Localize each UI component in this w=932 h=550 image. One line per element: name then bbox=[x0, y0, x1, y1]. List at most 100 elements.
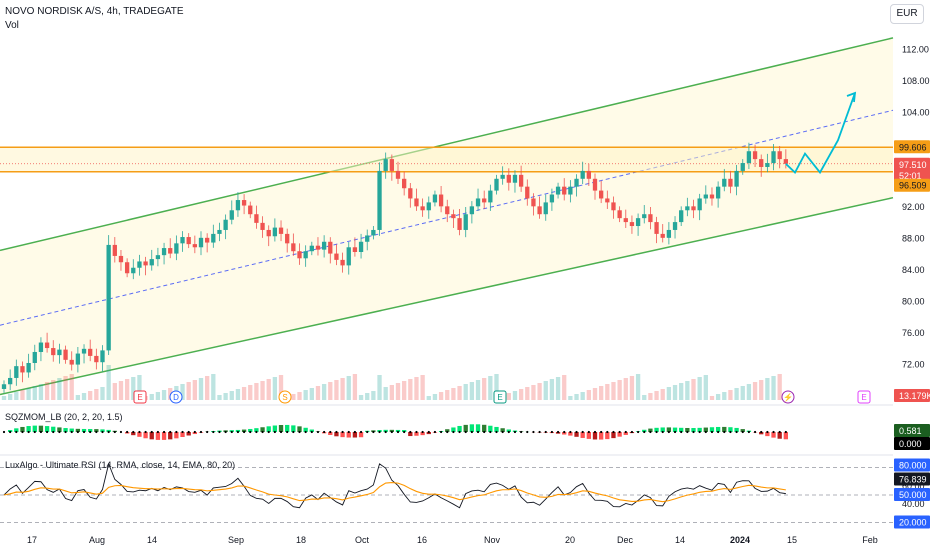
sqz-zero-dot bbox=[230, 430, 233, 434]
volume-bar bbox=[451, 388, 456, 400]
volume-bar bbox=[51, 380, 56, 400]
candle-body bbox=[309, 245, 314, 252]
candle-body bbox=[383, 159, 388, 171]
price-axis-tick: 72.00 bbox=[902, 360, 925, 370]
candle-body bbox=[469, 206, 475, 215]
sqz-value-badge: 0.581 bbox=[894, 424, 930, 437]
candle-body bbox=[605, 198, 610, 203]
sqz-zero-dot bbox=[279, 430, 283, 434]
sqz-histogram-bar bbox=[605, 432, 610, 440]
channel-mid-line bbox=[0, 109, 894, 326]
sqz-histogram-bar bbox=[599, 432, 604, 440]
candle-body bbox=[759, 159, 764, 167]
volume-bar bbox=[660, 389, 665, 400]
candle-body bbox=[352, 247, 358, 252]
volume-bar bbox=[494, 374, 499, 400]
candle-body bbox=[432, 194, 438, 203]
candle-body bbox=[451, 214, 456, 219]
sqz-histogram-bar bbox=[285, 424, 290, 432]
sqz-zero-dot bbox=[384, 430, 387, 434]
sqz-histogram-bar bbox=[161, 432, 167, 440]
volume-bar bbox=[266, 379, 271, 400]
price-axis-tick: 112.00 bbox=[902, 45, 929, 55]
volume-bar bbox=[537, 383, 542, 400]
candle-body bbox=[414, 198, 419, 207]
volume-bar bbox=[568, 396, 573, 400]
sqz-histogram-bar bbox=[44, 426, 50, 432]
volume-bar bbox=[32, 386, 37, 400]
sqz-zero-dot bbox=[21, 430, 24, 434]
sqz-zero-dot bbox=[421, 430, 424, 434]
sqz-histogram-bar bbox=[648, 428, 653, 432]
candle-body bbox=[211, 233, 216, 243]
sqz-zero-dot bbox=[538, 430, 541, 434]
volume-bar bbox=[685, 381, 690, 400]
sqz-histogram-bar bbox=[51, 426, 56, 432]
candle-body bbox=[599, 190, 604, 199]
volume-bar bbox=[746, 384, 752, 400]
volume-bar bbox=[586, 390, 591, 400]
sqz-histogram-bar bbox=[14, 428, 19, 432]
volume-bar bbox=[383, 387, 388, 400]
sqz-histogram-bar bbox=[469, 424, 475, 432]
candle-body bbox=[377, 170, 382, 230]
candle-body bbox=[69, 359, 74, 365]
sqz-zero-dot bbox=[58, 430, 61, 434]
volume-bar bbox=[512, 391, 518, 400]
candle-body bbox=[463, 214, 468, 230]
sqz-zero-dot bbox=[273, 430, 276, 434]
sqz-histogram-bar bbox=[654, 427, 659, 432]
candle-body bbox=[543, 202, 548, 215]
sqz-histogram-bar bbox=[137, 432, 142, 437]
volume-bar bbox=[241, 387, 247, 400]
sqz-zero-dot bbox=[415, 430, 418, 434]
candle-body bbox=[20, 366, 25, 373]
last-price-badge-text: 97.510 bbox=[899, 160, 927, 170]
candle-body bbox=[592, 178, 598, 191]
sqz-histogram-bar bbox=[679, 427, 684, 432]
volume-bar bbox=[475, 380, 481, 400]
sqz-zero-dot bbox=[464, 430, 467, 434]
sqz-zero-dot bbox=[575, 430, 578, 434]
candle-body bbox=[371, 229, 376, 236]
candle-body bbox=[57, 349, 62, 356]
candle-body bbox=[408, 188, 413, 199]
sqz-zero-dot bbox=[766, 430, 769, 434]
volume-bar bbox=[635, 374, 641, 400]
rsi-pane-label: LuxAlgo - Ultimate RSI (14, RMA, close, … bbox=[5, 460, 236, 470]
volume-label: Vol bbox=[5, 20, 19, 31]
currency-button[interactable]: EUR bbox=[890, 4, 924, 24]
sqz-zero-dot bbox=[181, 430, 184, 434]
sqz-histogram-bar bbox=[500, 428, 505, 432]
volume-bar bbox=[617, 380, 622, 400]
candle-body bbox=[771, 151, 776, 164]
volume-bar bbox=[679, 383, 684, 400]
countdown-badge-bg bbox=[894, 168, 930, 182]
sqz-zero-dot bbox=[544, 430, 547, 434]
sqz-zero-dot bbox=[476, 430, 480, 434]
candle-body bbox=[180, 237, 185, 244]
sqz-histogram-bar bbox=[131, 432, 136, 436]
sqz-zero-dot bbox=[286, 430, 289, 434]
sqz-zero-dot bbox=[206, 430, 209, 434]
time-axis-tick: Dec bbox=[617, 535, 634, 545]
candle-body bbox=[537, 206, 542, 215]
candle-body bbox=[672, 222, 678, 230]
sqz-histogram-bar bbox=[475, 424, 481, 432]
earnings-icon: E bbox=[493, 390, 507, 404]
sqz-zero-dot bbox=[753, 430, 757, 434]
candle-body bbox=[106, 244, 111, 351]
volume-bar bbox=[81, 393, 87, 400]
candle-body bbox=[229, 210, 234, 220]
price-axis-tick: 108.00 bbox=[902, 76, 930, 86]
volume-badge-bg bbox=[894, 389, 930, 402]
sqz-zero-dot bbox=[101, 430, 104, 434]
volume-bar bbox=[525, 387, 530, 400]
sqz-zero-dot bbox=[630, 430, 634, 434]
candle-body bbox=[241, 200, 247, 206]
sqz-histogram-bar bbox=[69, 428, 74, 432]
sqz-zero-dot bbox=[470, 430, 473, 434]
sqz-zero-dot bbox=[556, 430, 560, 434]
sqz-zero-dot bbox=[403, 430, 406, 434]
volume-bar bbox=[395, 383, 401, 400]
